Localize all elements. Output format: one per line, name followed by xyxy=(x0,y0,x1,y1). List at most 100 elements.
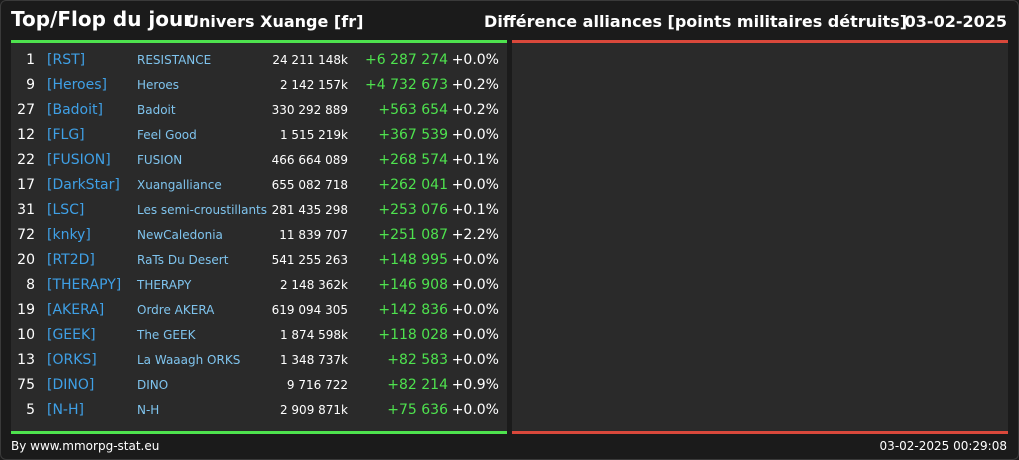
alliance-name-link[interactable]: RESISTANCE xyxy=(137,53,212,67)
alliance-tag-link[interactable]: [DarkStar] xyxy=(47,177,120,193)
alliance-name-link[interactable]: N-H xyxy=(137,403,160,417)
alliance-tag-link[interactable]: [ORKS] xyxy=(47,352,97,368)
percent-cell: +0.0% xyxy=(451,352,499,368)
points-cell: 11 839 707 xyxy=(279,228,348,242)
header-date: 03-02-2025 xyxy=(904,12,1007,31)
alliance-name-link[interactable]: RaTs Du Desert xyxy=(137,253,229,267)
rank-cell: 31 xyxy=(17,202,35,218)
alliance-name-link[interactable]: Heroes xyxy=(137,78,180,92)
rank-cell: 10 xyxy=(17,327,35,343)
points-cell: 330 292 889 xyxy=(271,103,348,117)
header: Top/Flop du jour Univers Xuange [fr] Dif… xyxy=(0,0,1019,42)
alliance-name-link[interactable]: The GEEK xyxy=(137,328,196,342)
difference-cell: +75 636 xyxy=(387,402,448,418)
difference-cell: +82 583 xyxy=(387,352,448,368)
alliance-name-link[interactable]: THERAPY xyxy=(137,278,192,292)
percent-cell: +0.9% xyxy=(451,377,499,393)
alliance-tag-link[interactable]: [FUSION] xyxy=(47,152,111,168)
points-cell: 1 874 598k xyxy=(279,328,348,342)
percent-cell: +0.0% xyxy=(451,302,499,318)
percent-cell: +0.0% xyxy=(451,177,499,193)
alliance-tag-link[interactable]: [Badoit] xyxy=(47,102,103,118)
footer-credit: By www.mmorpg-stat.eu xyxy=(11,439,160,453)
difference-cell: +146 908 xyxy=(378,277,448,293)
table-row: 19 [AKERA] Ordre AKERA 619 094 305 +142 836 +… xyxy=(11,298,507,323)
table-row: 27 [Badoit] Badoit 330 292 889 +563 654 +0.2% xyxy=(11,98,507,123)
alliance-tag-link[interactable]: [GEEK] xyxy=(47,327,96,343)
rank-cell: 72 xyxy=(17,227,35,243)
alliance-tag-link[interactable]: [THERAPY] xyxy=(47,277,122,293)
difference-cell: +563 654 xyxy=(378,102,448,118)
difference-cell: +142 836 xyxy=(378,302,448,318)
alliance-tag-link[interactable]: [RST] xyxy=(47,52,86,68)
difference-cell: +262 041 xyxy=(378,177,448,193)
percent-cell: +0.2% xyxy=(451,102,499,118)
alliance-name-link[interactable]: Feel Good xyxy=(137,128,197,142)
rank-cell: 27 xyxy=(17,102,35,118)
alliance-name-link[interactable]: DINO xyxy=(137,378,169,392)
points-cell: 2 142 157k xyxy=(279,78,348,92)
bottom-divider-green xyxy=(11,431,507,434)
alliance-name-link[interactable]: Les semi-croustillants xyxy=(137,203,268,217)
difference-cell: +253 076 xyxy=(378,202,448,218)
difference-cell: +251 087 xyxy=(378,227,448,243)
rank-cell: 17 xyxy=(17,177,35,193)
alliance-name-link[interactable]: Xuangalliance xyxy=(137,178,222,192)
percent-cell: +0.0% xyxy=(451,277,499,293)
points-cell: 2 909 871k xyxy=(279,403,348,417)
percent-cell: +0.2% xyxy=(451,77,499,93)
difference-cell: +268 574 xyxy=(378,152,448,168)
top-alliance-list: 1 [RST] RESISTANCE 24 211 148k +6 287 274 +0.… xyxy=(11,48,507,423)
table-row: 72 [knky] NewCaledonia 11 839 707 +251 087 +2… xyxy=(11,223,507,248)
difference-cell: +148 995 xyxy=(378,252,448,268)
table-row: 31 [LSC] Les semi-croustillants 281 435 298… xyxy=(11,198,507,223)
table-row: 17 [DarkStar] Xuangalliance 655 082 718 +262… xyxy=(11,173,507,198)
points-cell: 541 255 263 xyxy=(271,253,348,267)
alliance-tag-link[interactable]: [RT2D] xyxy=(47,252,95,268)
rank-cell: 9 xyxy=(26,77,35,93)
rank-cell: 5 xyxy=(26,402,35,418)
table-row: 8 [THERAPY] THERAPY 2 148 362k +146 908 +0.0% xyxy=(11,273,507,298)
alliance-name-link[interactable]: Ordre AKERA xyxy=(137,303,215,317)
rank-cell: 12 xyxy=(17,127,35,143)
ranking-type-label: Différence alliances [points militaires … xyxy=(484,12,907,31)
points-cell: 466 664 089 xyxy=(271,153,348,167)
alliance-tag-link[interactable]: [N-H] xyxy=(47,402,84,418)
difference-cell: +367 539 xyxy=(378,127,448,143)
alliance-tag-link[interactable]: [LSC] xyxy=(47,202,85,218)
alliance-name-link[interactable]: NewCaledonia xyxy=(137,228,223,242)
top-divider-green xyxy=(11,40,507,43)
alliance-tag-link[interactable]: [FLG] xyxy=(47,127,85,143)
flop-divider-red xyxy=(512,40,1008,43)
table-row: 9 [Heroes] Heroes 2 142 157k +4 732 673 +0.2% xyxy=(11,73,507,98)
percent-cell: +0.0% xyxy=(451,252,499,268)
rank-cell: 22 xyxy=(17,152,35,168)
rank-cell: 20 xyxy=(17,252,35,268)
difference-cell: +82 214 xyxy=(387,377,448,393)
points-cell: 619 094 305 xyxy=(271,303,348,317)
alliance-tag-link[interactable]: [AKERA] xyxy=(47,302,105,318)
universe-label: Univers Xuange [fr] xyxy=(186,12,364,31)
table-row: 22 [FUSION] FUSION 466 664 089 +268 574 +0.1% xyxy=(11,148,507,173)
footer-timestamp: 03-02-2025 00:29:08 xyxy=(879,439,1007,453)
page-title: Top/Flop du jour xyxy=(11,7,194,31)
points-cell: 9 716 722 xyxy=(286,378,348,392)
alliance-name-link[interactable]: Badoit xyxy=(137,103,176,117)
alliance-name-link[interactable]: FUSION xyxy=(137,153,183,167)
points-cell: 1 515 219k xyxy=(279,128,348,142)
percent-cell: +0.1% xyxy=(451,202,499,218)
table-row: 12 [FLG] Feel Good 1 515 219k +367 539 +0.0% xyxy=(11,123,507,148)
rank-cell: 1 xyxy=(26,52,35,68)
rank-cell: 75 xyxy=(17,377,35,393)
difference-cell: +6 287 274 xyxy=(365,52,448,68)
table-row: 20 [RT2D] RaTs Du Desert 541 255 263 +148 99… xyxy=(11,248,507,273)
alliance-tag-link[interactable]: [Heroes] xyxy=(47,77,107,93)
alliance-name-link[interactable]: La Waaagh ORKS xyxy=(137,353,241,367)
difference-cell: +4 732 673 xyxy=(365,77,448,93)
percent-cell: +0.0% xyxy=(451,52,499,68)
bottom-divider-red xyxy=(512,431,1008,434)
top-panel xyxy=(11,43,507,431)
difference-cell: +118 028 xyxy=(378,327,448,343)
alliance-tag-link[interactable]: [DINO] xyxy=(47,377,95,393)
alliance-tag-link[interactable]: [knky] xyxy=(47,227,91,243)
